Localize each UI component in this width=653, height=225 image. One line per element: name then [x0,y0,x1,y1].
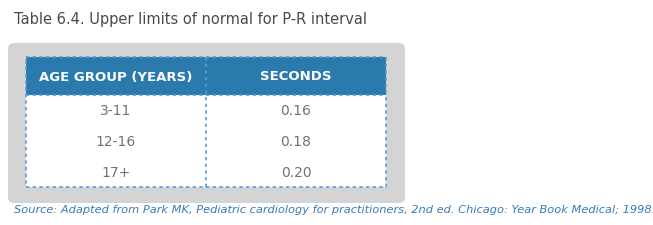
Text: SECONDS: SECONDS [261,70,332,83]
Bar [26,157,386,187]
Text: 0.16: 0.16 [281,104,311,118]
Text: Table 6.4. Upper limits of normal for P-R interval: Table 6.4. Upper limits of normal for P-… [14,12,367,27]
Bar [26,96,386,126]
Text: AGE GROUP (YEARS): AGE GROUP (YEARS) [39,70,193,83]
Text: 12-16: 12-16 [96,134,136,148]
Text: 17+: 17+ [101,165,131,179]
Text: 0.18: 0.18 [281,134,311,148]
Bar [26,126,386,157]
Text: 3-11: 3-11 [101,104,132,118]
Text: Source: Adapted from Park MK, Pediatric cardiology for practitioners, 2nd ed. Ch: Source: Adapted from Park MK, Pediatric … [14,204,653,214]
Bar [26,58,386,96]
Bar [26,58,386,187]
FancyBboxPatch shape [8,44,405,203]
Text: 0.20: 0.20 [281,165,311,179]
